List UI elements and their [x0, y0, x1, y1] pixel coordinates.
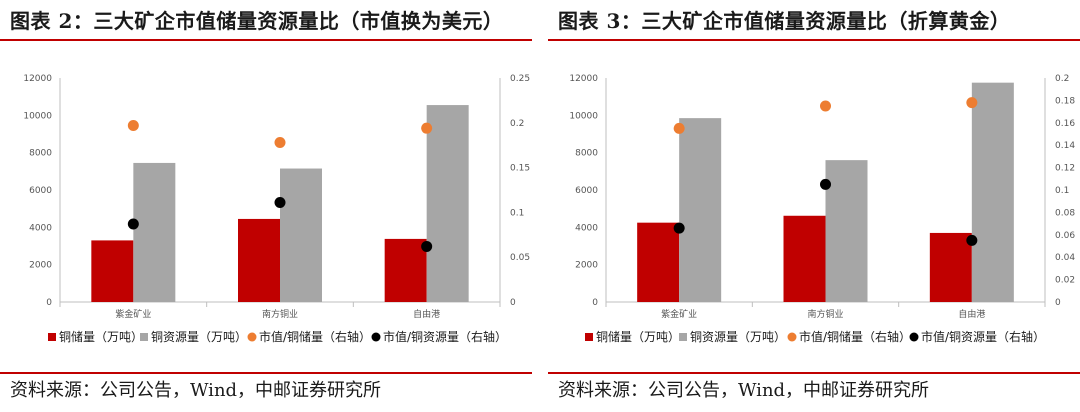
legend-label: 铜储量（万吨）: [59, 329, 143, 344]
reserve-bar: [384, 238, 427, 302]
legend-label: 铜储量（万吨）: [596, 329, 680, 344]
left-tick-label: 2000: [29, 261, 52, 271]
left-tick-label: 6000: [29, 186, 52, 196]
ratio-reserve-point: [673, 122, 685, 134]
left-tick-label: 8000: [29, 149, 52, 159]
legend-marker: [787, 332, 797, 342]
chart-panel-right: 图表 3：三大矿企市值储量资源量比（折算黄金） 0 2000 4000 6000 800…: [548, 0, 1080, 412]
ratio-resource-point: [421, 240, 433, 252]
chart-title: 图表 3：三大矿企市值储量资源量比（折算黄金）: [558, 9, 1011, 33]
left-tick-label: 0: [592, 298, 598, 308]
chart-title: 图表 2：三大矿企市值储量资源量比（市值换为美元）: [10, 9, 504, 33]
category-label: 南方铜业: [262, 308, 298, 320]
chart-figure-3: 0 2000 4000 6000 8000 10000 12000 0 0.02 0.04 0.06…: [569, 74, 1075, 344]
right-tick-label: 0.08: [1055, 208, 1075, 218]
left-tick-label: 2000: [575, 261, 598, 271]
legend-swatch: [679, 333, 687, 341]
legend-marker: [371, 332, 381, 342]
right-tick-label: 0.1: [1055, 186, 1069, 196]
legend-swatch: [140, 333, 148, 341]
reserve-bar: [783, 215, 826, 302]
resource-bar: [133, 162, 176, 302]
chart-figure-2: 0 2000 4000 6000 8000 10000 12000 0 0.05 0.1 0.15 0…: [23, 74, 530, 344]
left-tick-label: 12000: [569, 74, 598, 84]
resource-bar: [280, 168, 322, 302]
reserve-bar: [238, 218, 280, 302]
title-divider: [548, 39, 1080, 41]
title-divider: [0, 39, 532, 41]
left-tick-label: 0: [46, 298, 52, 308]
ratio-resource-point: [127, 218, 139, 230]
left-tick-label: 10000: [23, 111, 52, 121]
ratio-reserve-point: [966, 97, 978, 109]
left-tick-label: 4000: [575, 223, 598, 233]
right-tick-label: 0.14: [1055, 141, 1075, 151]
right-tick-label: 0.2: [510, 119, 524, 129]
right-tick-label: 0.15: [510, 164, 530, 174]
resource-bar: [679, 118, 722, 302]
ratio-resource-point: [966, 234, 978, 246]
right-tick-label: 0.16: [1055, 119, 1075, 129]
ratio-reserve-point: [820, 100, 831, 112]
source-divider: [548, 372, 1080, 374]
source-note: 资料来源：公司公告，Wind，中邮证券研究所: [10, 380, 382, 401]
left-tick-label: 12000: [23, 74, 52, 84]
legend-label: 铜资源量（万吨）: [690, 329, 786, 344]
legend-marker: [247, 332, 257, 342]
legend-label: 市值/铜储量（右轴）: [259, 329, 371, 344]
legend-label: 铜资源量（万吨）: [151, 329, 247, 344]
category-label: 自由港: [958, 308, 985, 320]
left-tick-label: 6000: [575, 186, 598, 196]
legend-swatch: [585, 333, 593, 341]
legend-swatch: [48, 333, 56, 341]
right-tick-label: 0.2: [1055, 74, 1069, 84]
right-tick-label: 0.05: [510, 253, 530, 263]
ratio-resource-point: [820, 178, 831, 190]
source-note: 资料来源：公司公告，Wind，中邮证券研究所: [558, 380, 930, 401]
reserve-bar: [929, 232, 972, 302]
category-label: 自由港: [413, 308, 440, 320]
right-tick-label: 0.1: [510, 208, 524, 218]
right-tick-label: 0.02: [1055, 276, 1075, 286]
legend-label: 市值/铜储量（右轴）: [799, 329, 911, 344]
category-label: 紫金矿业: [115, 308, 151, 320]
right-tick-label: 0.25: [510, 74, 530, 84]
reserve-bar: [637, 222, 680, 302]
right-tick-label: 0.18: [1055, 96, 1075, 106]
category-label: 紫金矿业: [661, 308, 697, 320]
left-tick-label: 4000: [29, 223, 52, 233]
right-tick-label: 0.06: [1055, 231, 1075, 241]
legend-label: 市值/铜资源量（右轴）: [921, 329, 1045, 344]
legend-marker: [909, 332, 919, 342]
ratio-reserve-point: [421, 122, 433, 134]
resource-bar: [426, 105, 469, 302]
ratio-reserve-point: [127, 119, 139, 131]
right-tick-label: 0: [510, 298, 516, 308]
legend-label: 市值/铜资源量（右轴）: [383, 329, 507, 344]
chart-panel-left: 图表 2：三大矿企市值储量资源量比（市值换为美元） 0 2000 4000 6000 8…: [0, 0, 532, 412]
source-divider: [0, 372, 532, 374]
resource-bar: [971, 82, 1014, 303]
resource-bar: [825, 160, 868, 302]
right-tick-label: 0.12: [1055, 164, 1075, 174]
left-tick-label: 8000: [575, 149, 598, 159]
category-label: 南方铜业: [807, 308, 843, 320]
reserve-bar: [91, 240, 134, 302]
right-tick-label: 0: [1055, 298, 1061, 308]
ratio-resource-point: [673, 222, 685, 234]
ratio-resource-point: [274, 197, 286, 209]
ratio-reserve-point: [274, 137, 286, 149]
left-tick-label: 10000: [569, 111, 598, 121]
right-tick-label: 0.04: [1055, 253, 1075, 263]
